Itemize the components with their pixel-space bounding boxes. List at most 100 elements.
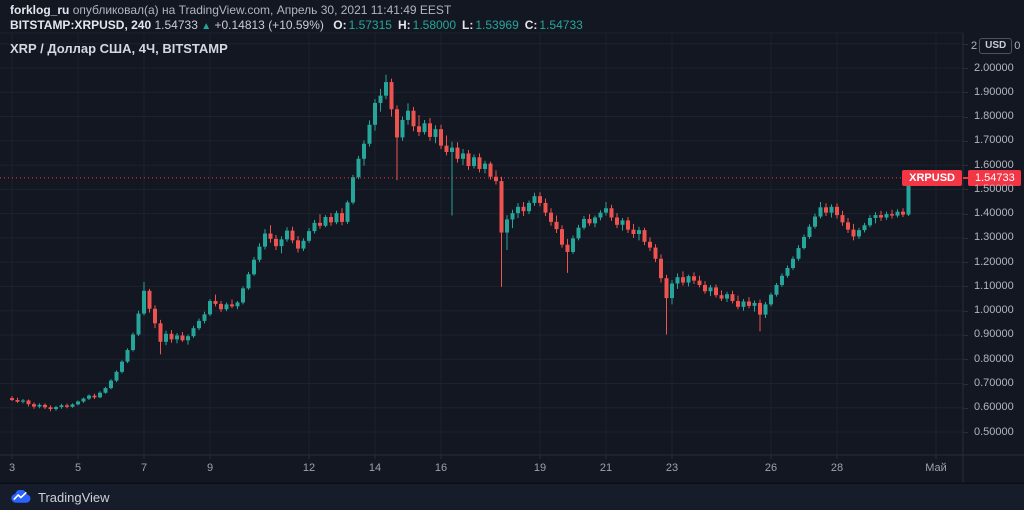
candle (741, 301, 746, 307)
candle (103, 388, 108, 393)
price-tick-mark (963, 334, 968, 336)
tradingview-brand-text[interactable]: TradingView (38, 489, 110, 505)
candle (659, 258, 663, 279)
price-tick-label: 0.60000 (974, 401, 1014, 414)
candle (763, 304, 768, 315)
candle (846, 222, 850, 230)
candle (136, 313, 141, 335)
candle (21, 400, 25, 402)
price-tick-mark (963, 262, 968, 264)
candle (648, 241, 652, 248)
candle (186, 336, 190, 341)
candle (895, 211, 900, 216)
candle (301, 240, 306, 249)
candle (70, 404, 75, 407)
candle (43, 404, 47, 408)
candle (609, 208, 614, 218)
candle (37, 404, 42, 407)
candle (642, 230, 647, 242)
date-tick-label: 5 (74, 462, 82, 474)
candle (26, 400, 31, 405)
candle (109, 380, 113, 389)
candle (15, 400, 20, 402)
candle (769, 294, 773, 305)
candle (791, 258, 795, 268)
candle (65, 405, 69, 407)
ohlc-label: O: (333, 18, 347, 32)
price-tick-mark (963, 68, 968, 69)
candle (252, 259, 256, 275)
date-tick-label: 14 (368, 462, 382, 474)
ohlc-values: O: 1.57315 H: 1.58000 L: 1.53969 C: 1.54733 (327, 18, 583, 32)
candle (81, 398, 86, 402)
candle (263, 233, 267, 247)
candle (224, 304, 229, 310)
currency-toggle-button[interactable]: USD (979, 38, 1013, 54)
symbol-price-flag[interactable]: XRPUSD (902, 169, 962, 186)
candle (334, 213, 339, 223)
ohlc-value: 1.58000 (412, 18, 457, 32)
candle (620, 220, 625, 225)
date-axis[interactable]: 3 5 7 9 12 14 16 19 21 23 26 28 Май (0, 455, 963, 483)
date-tick-label: 16 (434, 462, 448, 474)
candle (439, 129, 443, 146)
candle (59, 405, 64, 408)
candle (873, 215, 878, 218)
price-tick-label: 0.50000 (974, 425, 1014, 438)
candle (818, 207, 823, 217)
ohlc-label: L: (462, 18, 474, 32)
candle (246, 274, 251, 289)
candle (736, 300, 740, 307)
candle (142, 290, 146, 314)
price-change: +0.14813 (+10.59%) (214, 18, 324, 32)
candle (730, 294, 735, 301)
axis-top-right-text: 0 (1014, 40, 1021, 52)
candle (279, 239, 284, 247)
candle (455, 147, 460, 159)
candle (802, 236, 806, 249)
candle (367, 124, 372, 144)
candle (543, 202, 548, 213)
candle (857, 230, 861, 237)
candle (175, 335, 179, 340)
price-tick-mark (963, 140, 968, 142)
candle (362, 143, 366, 159)
candle (158, 323, 163, 342)
candle (516, 206, 520, 214)
candle (340, 213, 344, 222)
candle (890, 214, 894, 216)
price-tick-mark (963, 237, 968, 239)
tradingview-cloud-logo-icon[interactable] (10, 490, 31, 504)
date-tick-label: 23 (665, 462, 679, 474)
candle (604, 208, 608, 213)
candle (477, 157, 482, 169)
candle (180, 335, 185, 341)
chart-title[interactable]: XRP / Доллар США, 4Ч, BITSTAMP (10, 41, 228, 56)
candle (868, 217, 872, 226)
candle (488, 163, 493, 177)
candle (153, 308, 157, 324)
candle (406, 110, 410, 120)
candle (593, 217, 597, 224)
candle (626, 220, 630, 230)
candle (499, 181, 504, 233)
date-tick-label: Май (925, 462, 947, 474)
candle (131, 334, 135, 351)
grid (0, 33, 963, 455)
candle (48, 407, 53, 409)
price-tick-mark (963, 359, 968, 361)
price-tick-label: 1.10000 (974, 279, 1014, 292)
candle (219, 303, 223, 310)
price-tick-label: 1.80000 (974, 110, 1014, 123)
candle (378, 95, 383, 103)
price-tick-label: 1.20000 (974, 255, 1014, 268)
candle (213, 300, 218, 304)
candle (285, 230, 289, 240)
price-axis[interactable]: 2 USD 0 1.54733 2.00000 1.90000 1.80000 1.7… (963, 33, 1024, 455)
candle (637, 230, 641, 235)
price-tick-label: 1.40000 (974, 207, 1014, 220)
symbol-interval: BITSTAMP:XRPUSD, 240 (10, 18, 152, 32)
candle (664, 278, 669, 299)
candle (675, 277, 680, 284)
